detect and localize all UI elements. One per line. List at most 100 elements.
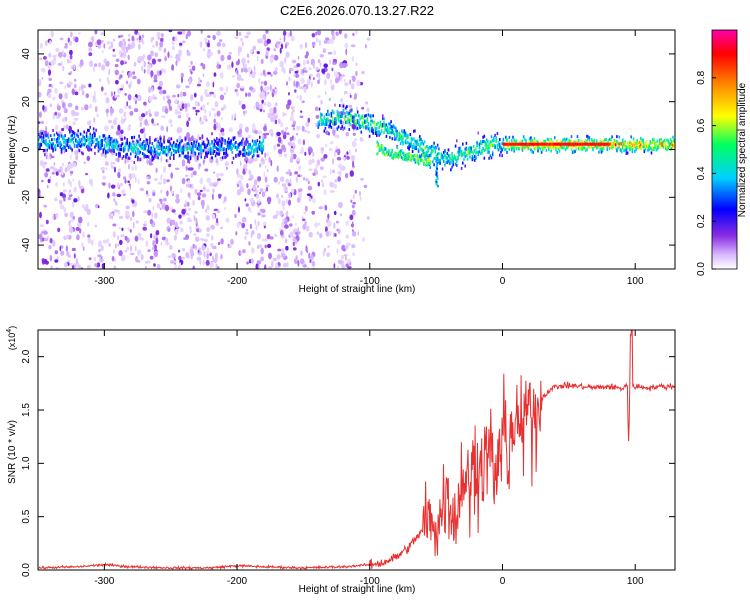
spectrogram-noise-cell (277, 181, 281, 185)
spectrogram-ridge-cell (118, 154, 120, 158)
spectrogram-noise-cell (206, 247, 210, 254)
spectrogram-ridge-cell (644, 147, 647, 151)
spectrogram-ridge-cell (256, 139, 259, 143)
spectrogram-core-cell (604, 142, 606, 146)
spectrogram-secondary-cell (426, 159, 428, 163)
spectrogram-ridge-cell (408, 142, 410, 146)
spectrogram-ridge-cell (521, 139, 524, 143)
spectrogram-noise-cell (306, 249, 309, 254)
spectrogram-ridge-cell (642, 141, 644, 145)
spectrogram-noise-cell (269, 129, 274, 134)
spectrogram-noise-cell (257, 185, 259, 188)
spectrogram-noise-cell (281, 200, 286, 207)
spectrogram-ridge-cell (239, 141, 242, 145)
spectrogram-ridge-cell (85, 131, 88, 135)
spectrogram-noise-cell (63, 206, 66, 213)
spectrogram-ridge-cell (78, 149, 81, 153)
spectrogram-noise-cell (129, 173, 132, 181)
spectrogram-ridge-cell (115, 142, 118, 146)
spectrogram-ridge-cell (419, 135, 421, 139)
spectrogram-ridge-cell (491, 151, 494, 155)
spectrogram-ridge-cell (470, 146, 472, 150)
spectrogram-noise-cell (278, 198, 281, 204)
y-tick-label: -20 (21, 190, 32, 205)
spectrogram-noise-cell (57, 63, 62, 66)
spectrogram-noise-cell (134, 164, 138, 171)
spectrogram-noise-cell (151, 246, 155, 251)
spectrogram-ridge-cell (548, 146, 550, 150)
spectrogram-noise-cell (228, 51, 232, 55)
spectrogram-ridge-cell (170, 144, 173, 148)
spectrogram-ridge-cell (399, 136, 402, 140)
spectrogram-noise-cell (174, 36, 178, 42)
spectrogram-noise-cell (57, 259, 60, 263)
spectrogram-noise-cell (143, 127, 145, 133)
spectrogram-noise-cell (284, 224, 289, 229)
spectrogram-core-cell (516, 142, 518, 146)
spectrogram-noise-cell (169, 55, 173, 58)
spectrogram-noise-cell (217, 209, 221, 214)
spectrogram-noise-cell (41, 258, 46, 265)
spectrogram-ridge-cell (502, 140, 505, 144)
spectrogram-ridge-cell (195, 146, 198, 150)
y-tick-label: 40 (21, 48, 32, 60)
spectrogram-noise-cell (281, 183, 287, 187)
spectrogram-noise-cell (276, 165, 279, 172)
spectrogram-ridge-cell (120, 147, 122, 151)
spectrogram-ridge-cell (71, 137, 73, 141)
spectrogram-noise-cell (316, 159, 320, 166)
spectrogram-ridge-cell (133, 143, 136, 147)
spectrogram-noise-cell (311, 210, 316, 215)
spectrogram-noise-cell (261, 238, 265, 242)
spectrogram-secondary-cell (392, 156, 394, 160)
spectrogram-ridge-cell (513, 149, 515, 153)
spectrogram-noise-cell (336, 240, 341, 245)
spectrogram-ridge-cell (340, 121, 342, 124)
spectrogram-ridge-cell (346, 110, 348, 114)
spectrogram-ridge-cell (103, 144, 106, 148)
spectrogram-ridge-cell (540, 150, 543, 154)
spectrogram-ridge-cell (637, 141, 640, 145)
spectrogram-ridge-cell (76, 140, 78, 143)
spectrogram-ridge-cell (571, 144, 574, 148)
spectrogram-noise-cell (248, 241, 251, 246)
spectrogram-ridge-cell (219, 148, 222, 152)
spectrogram-noise-cell (366, 107, 370, 113)
spectrogram-ridge-cell (561, 146, 563, 150)
spectrogram-ridge-cell (490, 143, 493, 147)
spectrogram-ridge-cell (456, 163, 458, 167)
spectrogram-noise-cell (53, 162, 56, 166)
spectrogram-ridge-cell (237, 143, 240, 147)
spectrogram-noise-cell (292, 127, 296, 131)
spectrogram-ridge-cell (413, 137, 415, 141)
spectrogram-noise-cell (220, 127, 225, 133)
spectrogram-noise-cell (236, 189, 242, 196)
spectrogram-noise-cell (266, 168, 269, 173)
spectrogram-noise-cell (251, 73, 256, 79)
spectrogram-noise-cell (42, 56, 47, 60)
spectrogram-noise-cell (212, 183, 217, 188)
spectrogram-ridge-cell (254, 140, 256, 144)
spectrogram-ridge-cell (204, 156, 206, 160)
spectrogram-noise-cell (288, 76, 291, 82)
spectrogram-ridge-cell (212, 145, 214, 149)
spectrogram-noise-cell (127, 33, 131, 37)
spectrogram-noise-cell (167, 51, 170, 58)
spectrogram-ridge-cell (97, 145, 100, 149)
spectrogram-ridge-cell (116, 144, 119, 148)
spectrogram-noise-cell (239, 250, 242, 255)
spectrogram-ridge-cell (402, 136, 404, 140)
spectrogram-noise-cell (113, 249, 115, 254)
spectrogram-noise-cell (258, 77, 261, 84)
spectrogram-ridge-cell (493, 139, 495, 143)
spectrogram-streak-cell (436, 175, 439, 178)
spectrogram-secondary-cell (416, 154, 419, 158)
spectrogram-ridge-cell (651, 146, 654, 150)
spectrogram-core-cell (541, 142, 544, 146)
spectrogram-noise-cell (175, 197, 181, 204)
spectrogram-noise-cell (238, 206, 240, 213)
spectrogram-ridge-cell (460, 150, 463, 153)
spectrogram-noise-cell (342, 156, 346, 161)
spectrogram-ridge-cell (329, 121, 331, 125)
spectrogram-noise-cell (108, 119, 112, 124)
